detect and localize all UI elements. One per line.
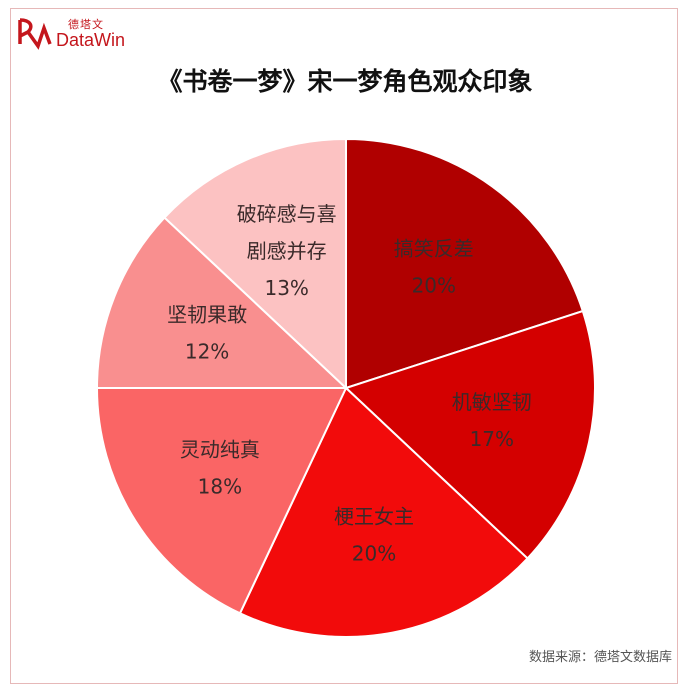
pie-slice	[238, 386, 529, 638]
slice-label: 灵动纯真 18%	[180, 438, 260, 499]
pie-slice	[95, 216, 349, 389]
slice-label: 搞笑反差 20%	[394, 237, 474, 298]
logo-cn-text: 德塔文	[68, 18, 104, 31]
slice-label: 梗王女主 20%	[334, 504, 414, 565]
pie-slice	[345, 137, 585, 390]
datawin-logo-icon	[18, 18, 52, 50]
pie-slice	[95, 387, 348, 615]
slice-label: 破碎感与喜剧感并存 13%	[237, 202, 337, 300]
datawin-logo: 德塔文 DataWin	[16, 14, 176, 54]
data-source: 数据来源：德塔文数据库	[528, 650, 672, 665]
pie-slice	[344, 309, 596, 560]
logo-en-text: DataWin	[56, 30, 126, 50]
pie-slice	[163, 137, 347, 391]
slice-label: 坚韧果敢 12%	[167, 303, 247, 364]
chart-title: 《书卷一梦》宋一梦角色观众印象	[157, 67, 533, 96]
slice-label: 机敏坚韧 17%	[452, 390, 532, 451]
chart-frame	[10, 8, 678, 684]
